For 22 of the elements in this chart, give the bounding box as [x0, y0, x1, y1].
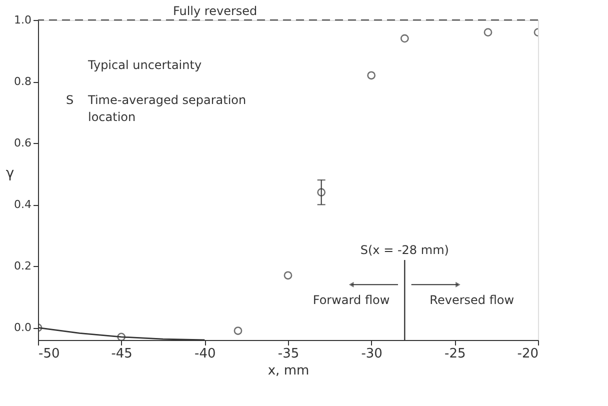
y-tick-label: 1.0: [14, 14, 32, 26]
ref-line-label: Fully reversed: [173, 4, 258, 18]
annotation: Typical uncertainty: [87, 58, 202, 72]
y-axis-title: γ: [6, 166, 14, 182]
ref-line-label: S(x = -28 mm): [360, 243, 449, 257]
annotation: Time-averaged separation location: [87, 93, 246, 124]
y-tick-label: 0.0: [14, 321, 32, 334]
x-tick-label: -45: [111, 346, 132, 362]
x-tick-label: -50: [38, 346, 60, 362]
y-tick-label: 0.8: [14, 75, 32, 88]
y-tick-label: 0.2: [14, 260, 32, 273]
x-tick-label: -30: [361, 346, 382, 362]
annotation: Forward flow: [312, 293, 390, 307]
x-tick-label: -40: [194, 346, 216, 362]
annotation: Reversed flow: [430, 293, 514, 307]
x-tick-label: -20: [517, 346, 538, 362]
y-tick-label: 0.4: [14, 198, 32, 212]
x-axis-title: x, mm: [268, 364, 310, 378]
x-tick-label: -25: [444, 346, 466, 362]
x-tick-label: -35: [278, 346, 300, 362]
annotation: S: [66, 93, 74, 107]
y-tick-label: 0.6: [14, 136, 32, 150]
